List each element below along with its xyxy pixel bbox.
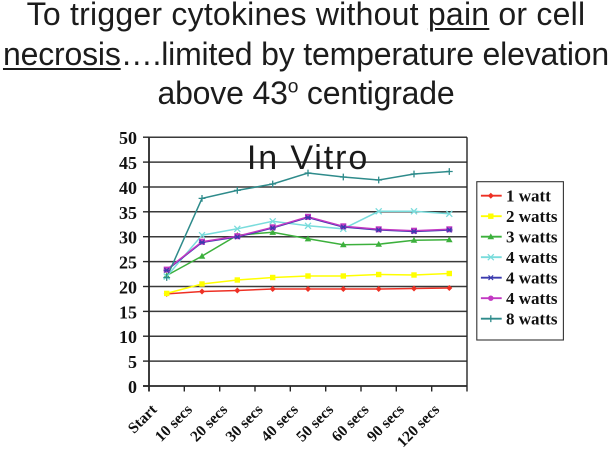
svg-text:10: 10 [119, 327, 137, 347]
svg-text:4 watts: 4 watts [506, 248, 558, 267]
svg-text:In Vitro: In Vitro [247, 139, 369, 177]
svg-text:8 watts: 8 watts [506, 310, 558, 329]
svg-text:4 watts: 4 watts [506, 289, 558, 308]
svg-text:45: 45 [119, 153, 137, 173]
svg-text:1 watt: 1 watt [506, 187, 551, 206]
svg-text:25: 25 [119, 253, 137, 273]
svg-text:3 watts: 3 watts [506, 228, 558, 247]
svg-text:0: 0 [128, 377, 137, 397]
svg-text:60 secs: 60 secs [329, 401, 373, 445]
svg-text:30: 30 [119, 228, 137, 248]
svg-text:50: 50 [119, 128, 137, 148]
svg-text:30 secs: 30 secs [223, 401, 267, 445]
svg-text:20: 20 [119, 278, 137, 298]
svg-text:2 watts: 2 watts [506, 207, 558, 226]
svg-text:10 secs: 10 secs [152, 401, 196, 445]
svg-text:4 watts: 4 watts [506, 269, 558, 288]
svg-text:20 secs: 20 secs [187, 401, 231, 445]
svg-text:40: 40 [119, 178, 137, 198]
svg-text:40 secs: 40 secs [258, 401, 302, 445]
svg-text:50 secs: 50 secs [293, 401, 337, 445]
svg-text:15: 15 [119, 302, 137, 322]
svg-text:5: 5 [128, 352, 137, 372]
svg-text:35: 35 [119, 203, 137, 223]
